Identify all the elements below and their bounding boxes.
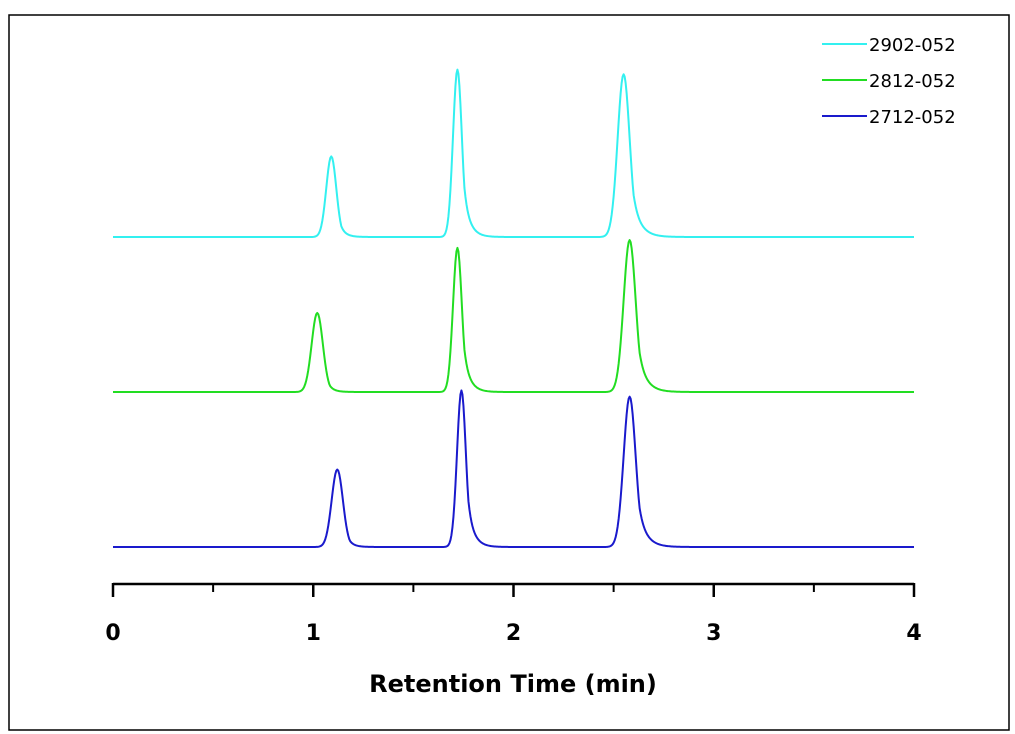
- x-tick-label: 3: [706, 621, 721, 646]
- x-tick-label: 4: [906, 621, 921, 646]
- chart-frame: [8, 14, 1010, 731]
- legend-label: 2712-052: [869, 107, 956, 128]
- series-line-2812-052: [113, 239, 914, 393]
- series-line-2902-052: [113, 68, 914, 238]
- x-tick-label: 0: [105, 621, 120, 646]
- series-layer: [113, 68, 914, 548]
- x-tick-label: 1: [306, 621, 321, 646]
- legend: 2902-052 2812-052 2712-052: [822, 35, 956, 128]
- series-line-2712-052: [113, 389, 914, 548]
- legend-label: 2812-052: [869, 71, 956, 92]
- x-tick-label: 2: [506, 621, 521, 646]
- legend-label: 2902-052: [869, 35, 956, 56]
- x-axis-title: Retention Time (min): [369, 670, 657, 698]
- x-axis: 0 1 2 3 4: [105, 582, 922, 646]
